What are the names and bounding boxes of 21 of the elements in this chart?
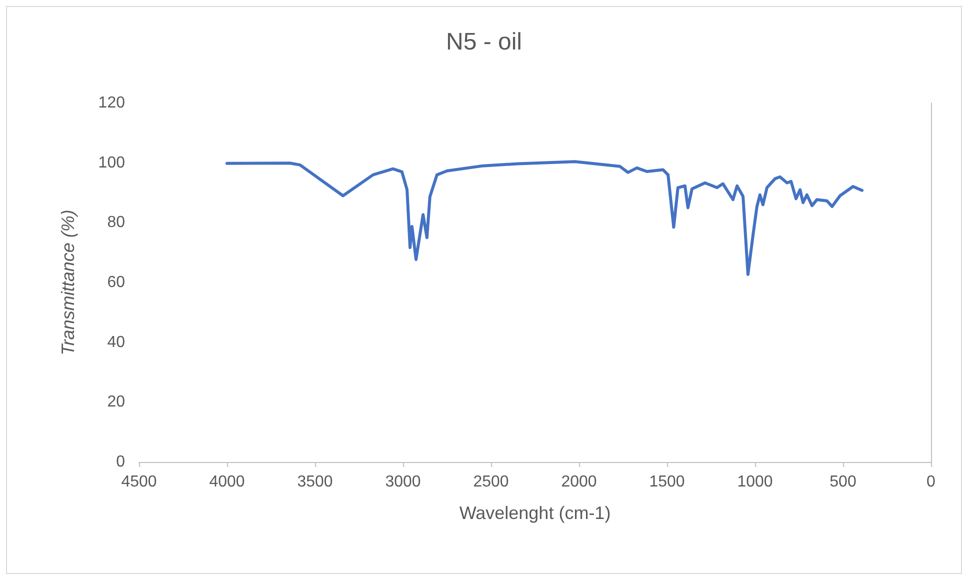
x-tick-label: 1500 [649,474,685,490]
y-tick-label: 60 [107,274,126,291]
x-tick-label: 2000 [561,474,597,490]
y-tick-label: 0 [116,454,126,470]
x-tick-label: 0 [926,474,936,490]
y-tick-label: 100 [98,154,126,172]
y-tick-label: 40 [107,334,126,351]
x-tick-label: 2500 [473,474,509,490]
x-axis-title: Wavelenght (cm-1) [459,503,611,523]
y-tick-label: 20 [107,394,126,411]
y-axis-title: Transmittance (%) [58,210,78,356]
x-tick-label: 4000 [209,474,245,490]
x-tick-label: 500 [830,474,856,490]
x-tick-label: 4500 [121,474,157,490]
line-series [226,160,864,276]
x-tick-label: 1000 [737,474,773,490]
x-tick-label: 3000 [385,474,421,490]
y-tick-label: 80 [107,214,126,232]
x-tick-label: 3500 [297,474,333,490]
chart-title: N5 - oil [446,28,522,56]
y-tick-label: 120 [98,94,126,112]
